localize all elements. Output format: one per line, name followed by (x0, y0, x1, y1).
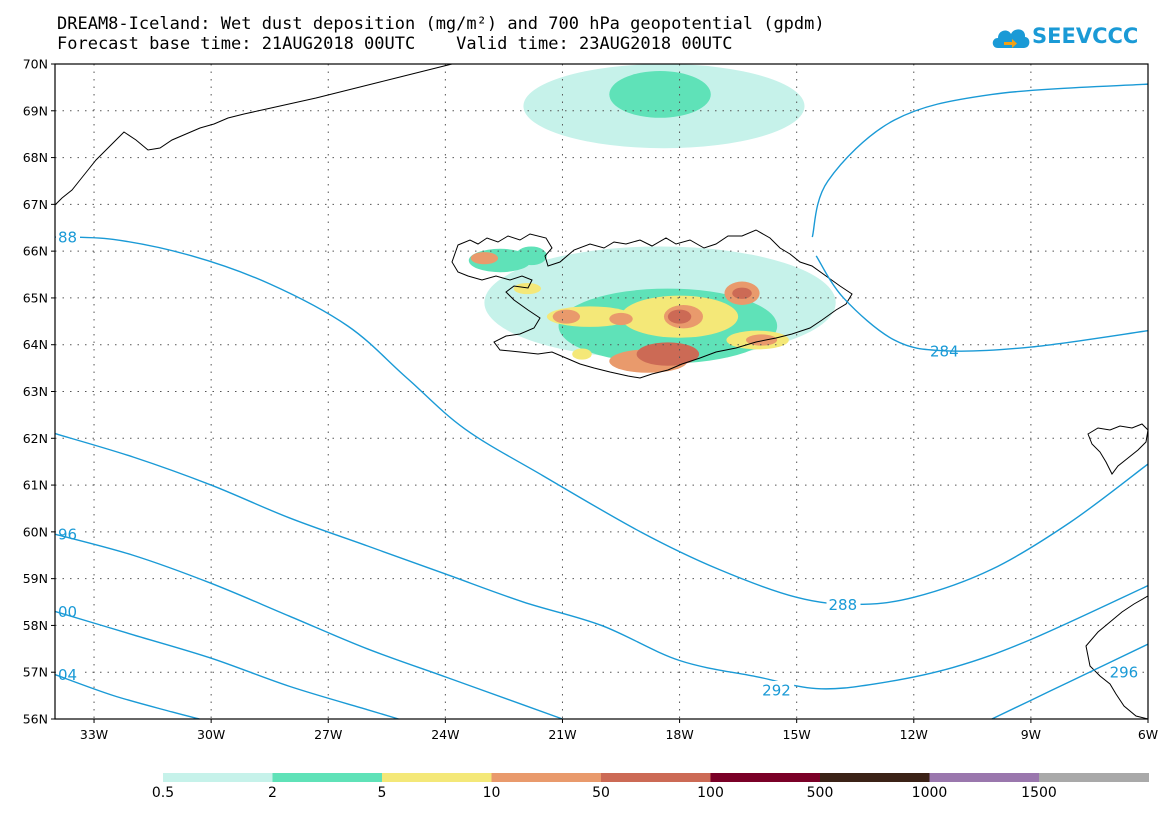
cloud-icon (992, 29, 1030, 48)
lat-tick-label: 67N (23, 197, 48, 212)
contour-label: 96 (58, 526, 77, 544)
legend-swatch (710, 773, 821, 782)
lat-tick-label: 63N (23, 384, 48, 399)
contour-label: 288 (829, 596, 858, 614)
legend-swatch (929, 773, 1040, 782)
dust-patch-20 (572, 348, 592, 360)
lat-tick-label: 68N (23, 150, 48, 165)
contour-label-bg (56, 602, 80, 620)
contour-label-bg (56, 228, 80, 246)
legend-label: 50 (592, 785, 610, 801)
lat-tick-label: 70N (23, 57, 48, 72)
dust-patch-8 (667, 309, 692, 324)
logo-text: SEEVCCC (1032, 24, 1139, 48)
legend-swatch (491, 773, 602, 782)
greenland-coastline (54, 63, 453, 206)
lon-tick-label: 27W (314, 727, 342, 742)
contour-label: 04 (58, 666, 77, 684)
legend-label: 5 (377, 785, 387, 801)
legend-swatch (272, 773, 383, 782)
forecast-time-line: Forecast base time: 21AUG2018 00UTC Vali… (57, 34, 733, 54)
lon-tick-label: 24W (431, 727, 459, 742)
geopotential-contour (54, 610, 399, 720)
dust-patch-10 (732, 287, 752, 299)
geopotential-contour (815, 255, 1149, 352)
lon-tick-label: 9W (1021, 727, 1041, 742)
map-plot-area (55, 64, 1148, 719)
lat-tick-label: 58N (23, 618, 48, 633)
scotland-coastline (1085, 595, 1149, 720)
dust-deposition-layer (468, 63, 836, 373)
lat-tick-label: 60N (23, 524, 48, 539)
lat-tick-label: 59N (23, 571, 48, 586)
lon-tick-label: 21W (548, 727, 576, 742)
contour-label-bg (1107, 663, 1142, 681)
geopotential-contour (54, 236, 1149, 606)
legend-swatch (382, 773, 492, 782)
dust-patch-19 (515, 246, 547, 266)
lat-tick-label: 57N (23, 665, 48, 680)
legend-label: 0.5 (151, 785, 175, 801)
legend-label: 100 (697, 785, 724, 801)
lon-tick-label: 12W (900, 727, 928, 742)
legend-label: 1000 (911, 785, 948, 801)
lat-tick-label: 66N (23, 244, 48, 259)
axis-labels: 70N 69N 68N 67N 66N 65N 64N 63N 62N 61N 60N 59N 58N 5… (23, 57, 1158, 743)
contour-label: 296 (1110, 664, 1139, 682)
legend-label: 1500 (1021, 785, 1057, 801)
lat-tick-label: 62N (23, 431, 48, 446)
coastline-layer (54, 63, 1149, 720)
dust-patch-13 (609, 312, 633, 326)
lat-tick-label: 61N (23, 478, 48, 493)
dust-patch-1 (609, 71, 711, 118)
chart-title: DREAM8-Iceland: Wet dust deposition (mg/… (57, 14, 825, 34)
dust-patch-18 (513, 282, 541, 295)
legend-label: 2 (268, 785, 277, 801)
geopotential-contour (54, 673, 200, 720)
contour-label: 88 (58, 229, 77, 247)
dust-patch-17 (470, 252, 499, 265)
legend-swatch (163, 773, 273, 782)
legend-swatch (820, 773, 930, 782)
seevccc-logo: SEEVCCC (990, 18, 1140, 58)
legend-swatch (1039, 773, 1149, 782)
legend-swatch (601, 773, 711, 782)
geopotential-contour (54, 533, 563, 720)
contour-label-bg (760, 680, 795, 698)
lat-tick-label: 69N (23, 103, 48, 118)
legend-label: 500 (806, 785, 834, 801)
lon-tick-label: 15W (783, 727, 811, 742)
geopotential-contour (54, 432, 1149, 690)
contour-label: 00 (58, 603, 77, 621)
contour-label-bg (56, 665, 80, 683)
geopotential-contour (991, 643, 1149, 720)
lat-tick-label: 64N (23, 337, 48, 352)
lat-tick-label: 65N (23, 290, 48, 305)
color-legend (163, 773, 1149, 782)
dust-patch-12 (552, 309, 581, 324)
lat-tick-label: 56N (23, 712, 48, 727)
legend-label: 10 (482, 785, 501, 801)
iceland-coastline (451, 229, 853, 379)
dust-patch-6 (636, 342, 700, 366)
contour-label-bg (826, 595, 861, 613)
contour-label: 292 (762, 681, 791, 699)
faroe-coastline (1087, 423, 1149, 475)
geopotential-contour (811, 83, 1149, 238)
contour-label-bg (56, 525, 80, 543)
lon-tick-label: 30W (197, 727, 225, 742)
lon-tick-label: 33W (80, 727, 108, 742)
lon-tick-label: 6W (1138, 727, 1158, 742)
lon-tick-label: 18W (665, 727, 693, 742)
